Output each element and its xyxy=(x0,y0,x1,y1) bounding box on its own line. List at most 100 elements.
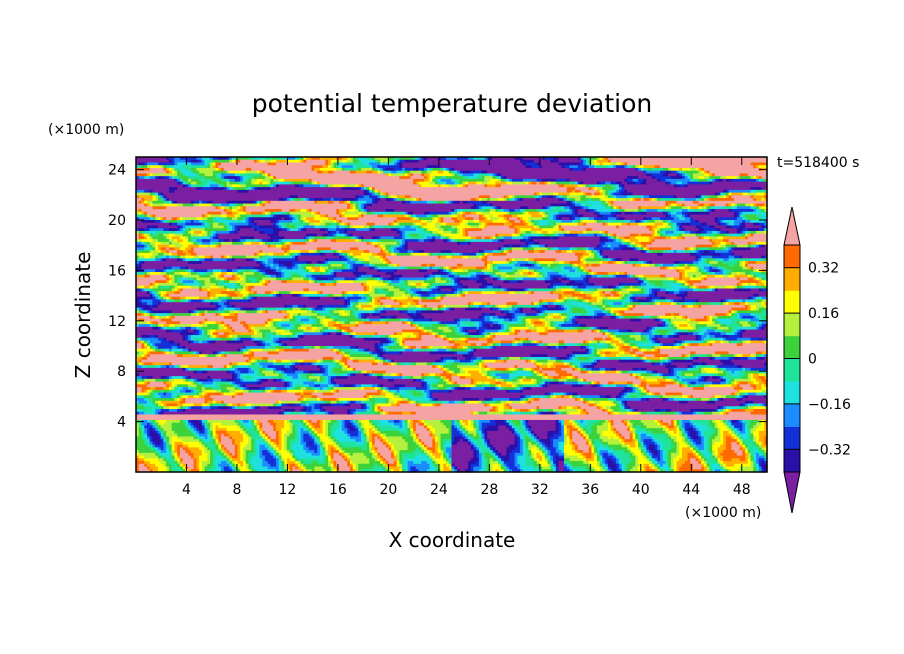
contour-cell xyxy=(646,277,669,281)
contour-cell xyxy=(440,220,444,224)
contour-cell xyxy=(509,318,513,322)
contour-cell xyxy=(437,230,444,235)
contour-cell xyxy=(144,307,154,311)
contour-cell xyxy=(262,261,266,265)
contour-cell xyxy=(218,302,225,306)
contour-cell xyxy=(264,280,269,284)
contour-cell xyxy=(215,230,230,235)
contour-cell xyxy=(267,258,274,262)
contour-cell xyxy=(695,195,700,199)
contour-cell xyxy=(580,220,584,224)
contour-cell xyxy=(407,214,411,218)
contour-cell xyxy=(599,181,606,185)
contour-cell xyxy=(528,261,532,265)
contour-cell xyxy=(750,195,754,199)
contour-cell xyxy=(596,244,601,248)
contour-cell xyxy=(495,209,499,213)
contour-cell xyxy=(179,167,186,172)
contour-cell xyxy=(602,200,606,205)
contour-cell xyxy=(363,214,379,218)
contour-cell xyxy=(402,302,409,306)
contour-cell xyxy=(366,318,370,322)
contour-cell xyxy=(583,184,587,188)
contour-cell xyxy=(500,277,505,281)
contour-cell xyxy=(750,203,754,207)
contour-cell xyxy=(234,288,239,292)
contour-cell xyxy=(646,209,658,213)
contour-cell xyxy=(232,326,247,331)
contour-cell xyxy=(756,285,763,290)
contour-cell xyxy=(665,274,680,279)
contour-cell xyxy=(215,233,219,238)
contour-cell xyxy=(138,261,143,265)
contour-cell xyxy=(155,258,162,262)
contour-cell xyxy=(146,302,154,306)
contour-cell xyxy=(596,165,609,169)
contour-cell xyxy=(651,225,658,229)
contour-cell xyxy=(199,178,214,183)
contour-cell xyxy=(188,250,195,254)
contour-cell xyxy=(344,184,357,188)
contour-cell xyxy=(369,250,381,254)
contour-cell xyxy=(245,206,348,210)
contour-cell xyxy=(723,239,730,243)
contour-cell xyxy=(676,326,680,331)
contour-cell xyxy=(138,195,154,199)
contour-cell xyxy=(440,307,444,311)
contour-cell xyxy=(503,326,507,331)
contour-cell xyxy=(146,310,151,314)
contour-cell xyxy=(363,203,368,207)
contour-cell xyxy=(292,214,296,218)
contour-cell xyxy=(270,321,274,325)
contour-cell xyxy=(577,288,584,292)
contour-cell xyxy=(509,288,524,292)
contour-cell xyxy=(467,181,477,185)
contour-cell xyxy=(336,280,340,284)
contour-cell xyxy=(292,198,296,202)
contour-cell xyxy=(550,206,557,210)
contour-cell xyxy=(649,167,653,172)
contour-cell xyxy=(157,192,162,196)
contour-cell xyxy=(182,217,197,221)
contour-cell xyxy=(322,220,335,224)
contour-cell xyxy=(199,255,206,259)
contour-cell xyxy=(514,195,535,199)
contour-cell xyxy=(758,324,763,328)
contour-cell xyxy=(492,307,499,311)
contour-cell xyxy=(399,239,403,243)
contour-cell xyxy=(566,189,573,194)
contour-cell xyxy=(750,313,757,317)
contour-cell xyxy=(698,236,702,240)
contour-cell xyxy=(226,200,255,205)
contour-cell xyxy=(585,162,590,166)
contour-cell xyxy=(275,321,280,325)
contour-cell xyxy=(190,285,200,290)
contour-cell xyxy=(701,167,705,172)
contour-cell xyxy=(596,299,601,303)
contour-cell xyxy=(517,230,521,235)
contour-cell xyxy=(429,214,433,218)
contour-cell xyxy=(616,206,620,210)
contour-cell xyxy=(404,239,420,243)
contour-cell xyxy=(478,225,486,229)
contour-cell xyxy=(588,209,595,213)
contour-cell xyxy=(177,173,184,177)
contour-cell xyxy=(152,304,159,309)
contour-cell xyxy=(177,283,184,287)
contour-cell xyxy=(232,241,244,246)
contour-cell xyxy=(492,263,496,268)
contour-cell xyxy=(141,198,145,202)
contour-cell xyxy=(616,258,623,262)
contour-cell xyxy=(621,162,625,166)
contour-cell xyxy=(511,233,518,238)
contour-cell xyxy=(443,266,447,270)
contour-cell xyxy=(561,280,571,284)
contour-cell xyxy=(344,293,348,298)
contour-cell xyxy=(594,211,598,216)
contour-cell xyxy=(443,304,447,309)
contour-cell xyxy=(413,324,417,328)
contour-cell xyxy=(517,198,521,202)
contour-cell xyxy=(525,181,529,185)
contour-cell xyxy=(371,296,376,301)
contour-cell xyxy=(396,247,406,251)
